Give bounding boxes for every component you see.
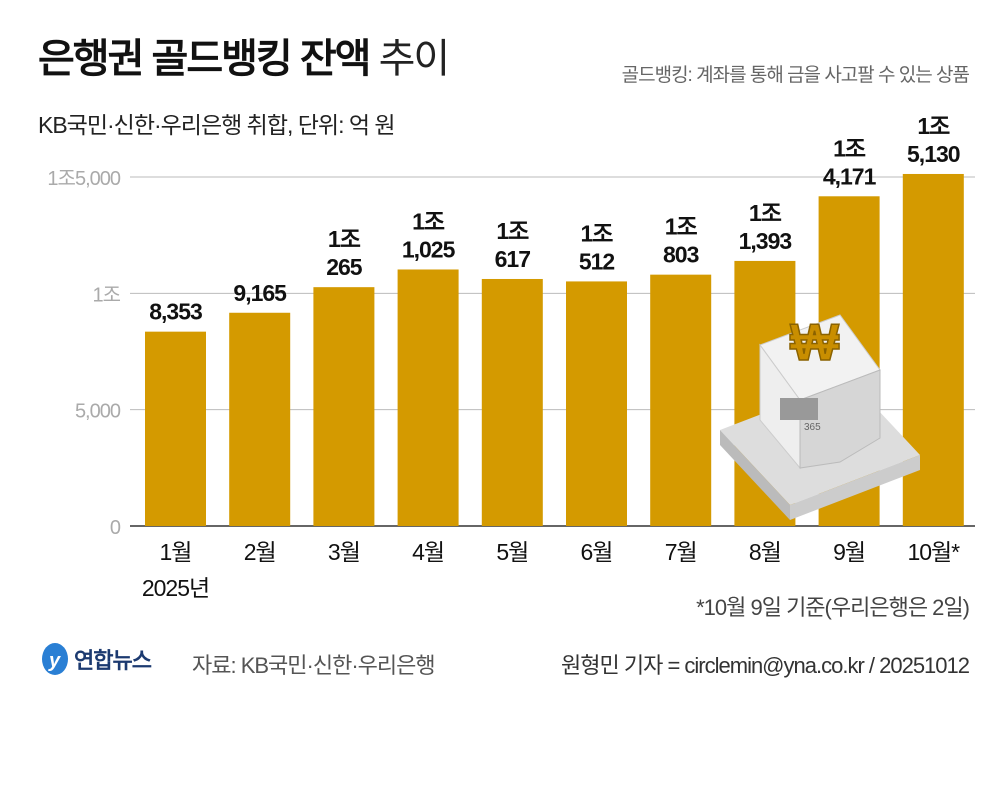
data-label: 1조 (665, 214, 698, 240)
data-label: 4,171 (823, 163, 877, 189)
data-label: 5,130 (907, 141, 960, 167)
y-tick-label: 0 (110, 517, 121, 539)
x-tick-label: 3월 (328, 539, 360, 565)
footnote: *10월 9일 기준(우리은행은 2일) (696, 595, 970, 620)
y-tick-label: 5,000 (75, 401, 121, 423)
yonhap-logo-icon: y (42, 643, 68, 675)
bar (313, 287, 375, 526)
title-bold: 은행권 골드뱅킹 잔액 (38, 37, 371, 81)
data-label: 1조 (496, 218, 529, 244)
yonhap-logo: y 연합뉴스 (40, 642, 152, 676)
logo-text: 연합뉴스 (74, 648, 152, 673)
data-label: 1조 (749, 200, 782, 226)
chart-subtitle: KB국민·신한·우리은행 취합, 단위: 억 원 (38, 112, 396, 138)
y-tick-label: 1조5,000 (47, 168, 120, 190)
bar (145, 331, 206, 526)
data-label: 512 (579, 248, 615, 274)
data-label: 617 (495, 246, 531, 272)
data-label: 1조 (328, 226, 361, 252)
svg-text:₩: ₩ (790, 314, 840, 372)
bar (481, 278, 543, 526)
definition-note: 골드뱅킹: 계좌를 통해 금을 사고팔 수 있는 상품 (621, 65, 970, 86)
x-tick-label: 9월 (833, 539, 865, 565)
x-tick-label: 5월 (496, 539, 528, 565)
data-label: 265 (326, 254, 363, 280)
bank-building-illustration: 365 ₩ (720, 313, 920, 520)
x-tick-label: 6월 (581, 539, 613, 565)
x-tick-label: 4월 (412, 539, 444, 565)
x-tick-label: 10월* (907, 539, 960, 565)
data-label: 1,393 (739, 228, 792, 254)
data-label: 1조 (917, 113, 950, 139)
y-tick-label: 1조 (92, 284, 120, 306)
bar (902, 173, 964, 526)
source: 자료: KB국민·신한·우리은행 (192, 653, 436, 678)
x-tick-label: 2월 (244, 539, 276, 565)
chart-title: 은행권 골드뱅킹 잔액 추이 (38, 26, 451, 84)
data-label: 1,025 (402, 236, 456, 262)
svg-text:365: 365 (804, 422, 821, 433)
data-label: 8,353 (149, 299, 202, 325)
bar (566, 281, 627, 526)
data-label: 1조 (833, 135, 866, 161)
title-light: 추이 (378, 37, 451, 81)
x-tick-label: 1월 (160, 539, 192, 565)
data-label: 9,165 (233, 280, 287, 306)
data-label: 803 (663, 242, 699, 268)
data-label: 1조 (581, 220, 614, 246)
bar (397, 269, 459, 526)
bar (650, 274, 712, 526)
credit: 원형민 기자 = circlemin@yna.co.kr / 20251012 (561, 653, 970, 678)
x-tick-label: 8월 (749, 539, 781, 565)
bar (229, 312, 291, 526)
svg-text:y: y (48, 650, 61, 672)
data-label: 1조 (412, 208, 445, 234)
x-tick-label: 7월 (665, 539, 697, 565)
year-label: 2025년 (142, 575, 209, 601)
